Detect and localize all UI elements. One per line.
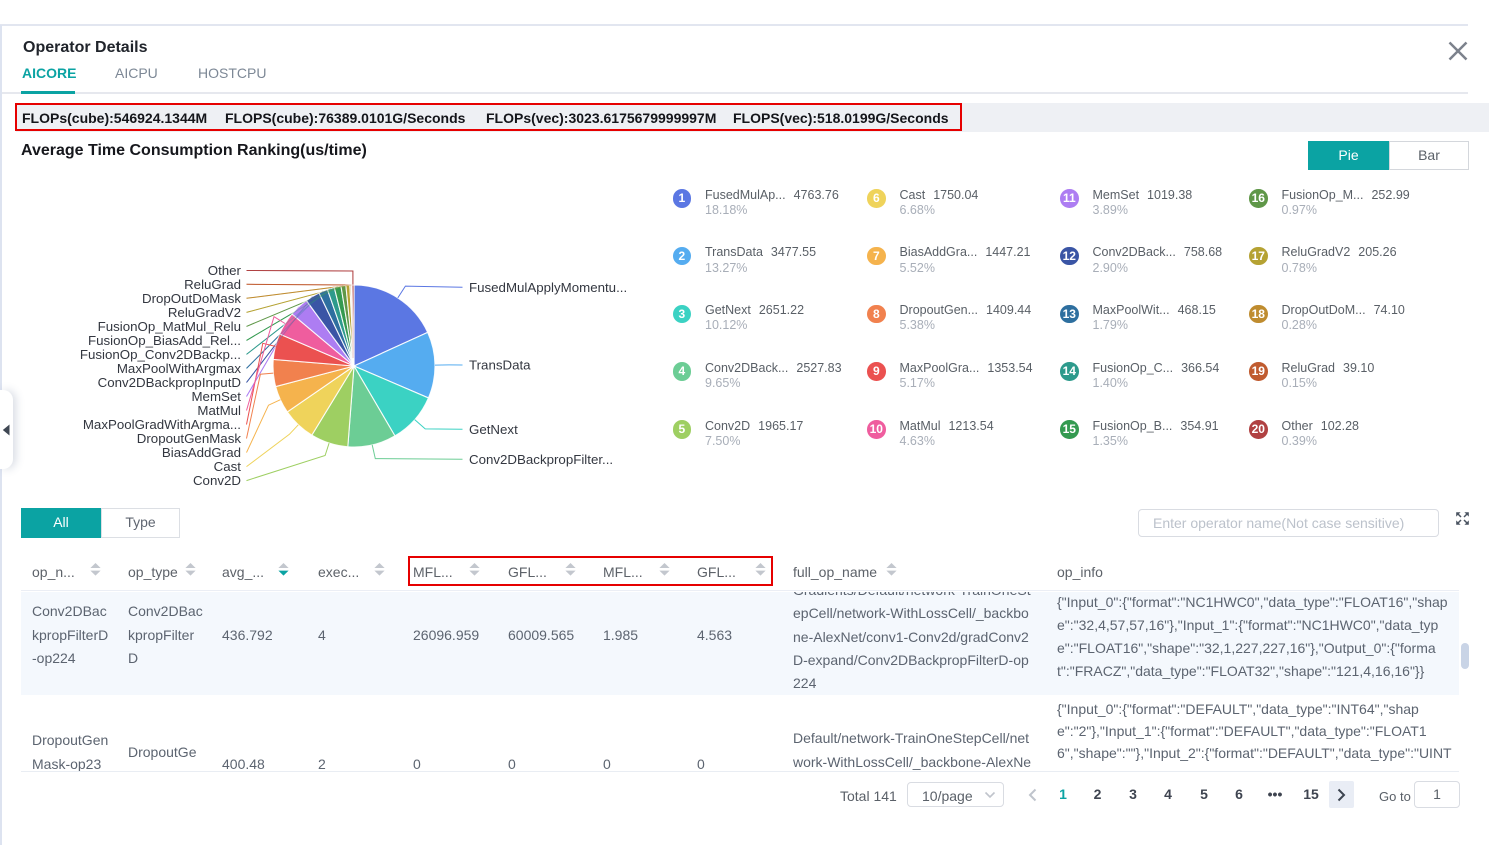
- svg-text:FusionOp_Conv2DBackp...: FusionOp_Conv2DBackp...: [80, 347, 241, 362]
- svg-text:MaxPoolGradWithArgma...: MaxPoolGradWithArgma...: [83, 417, 241, 432]
- svg-text:TransData: TransData: [469, 358, 531, 373]
- svg-text:Conv2DBackpropFilter...: Conv2DBackpropFilter...: [469, 452, 613, 467]
- svg-text:Conv2DBackpropInputD: Conv2DBackpropInputD: [98, 375, 241, 390]
- svg-text:Other: Other: [208, 263, 242, 278]
- svg-text:ReluGrad: ReluGrad: [184, 277, 241, 292]
- svg-text:GetNext: GetNext: [469, 422, 518, 437]
- svg-text:FusionOp_MatMul_Relu: FusionOp_MatMul_Relu: [98, 319, 241, 334]
- svg-text:BiasAddGrad: BiasAddGrad: [162, 445, 241, 460]
- svg-text:Conv2D: Conv2D: [193, 473, 241, 488]
- svg-text:ReluGradV2: ReluGradV2: [168, 305, 241, 320]
- svg-text:DropOutDoMask: DropOutDoMask: [142, 291, 241, 306]
- svg-text:FusedMulApplyMomentu...: FusedMulApplyMomentu...: [469, 280, 627, 295]
- svg-text:Cast: Cast: [214, 459, 242, 474]
- svg-text:MatMul: MatMul: [197, 403, 241, 418]
- svg-text:DropoutGenMask: DropoutGenMask: [137, 431, 242, 446]
- svg-text:MemSet: MemSet: [191, 389, 241, 404]
- svg-text:MaxPoolWithArgmax: MaxPoolWithArgmax: [117, 361, 241, 376]
- svg-text:FusionOp_BiasAdd_Rel...: FusionOp_BiasAdd_Rel...: [88, 333, 241, 348]
